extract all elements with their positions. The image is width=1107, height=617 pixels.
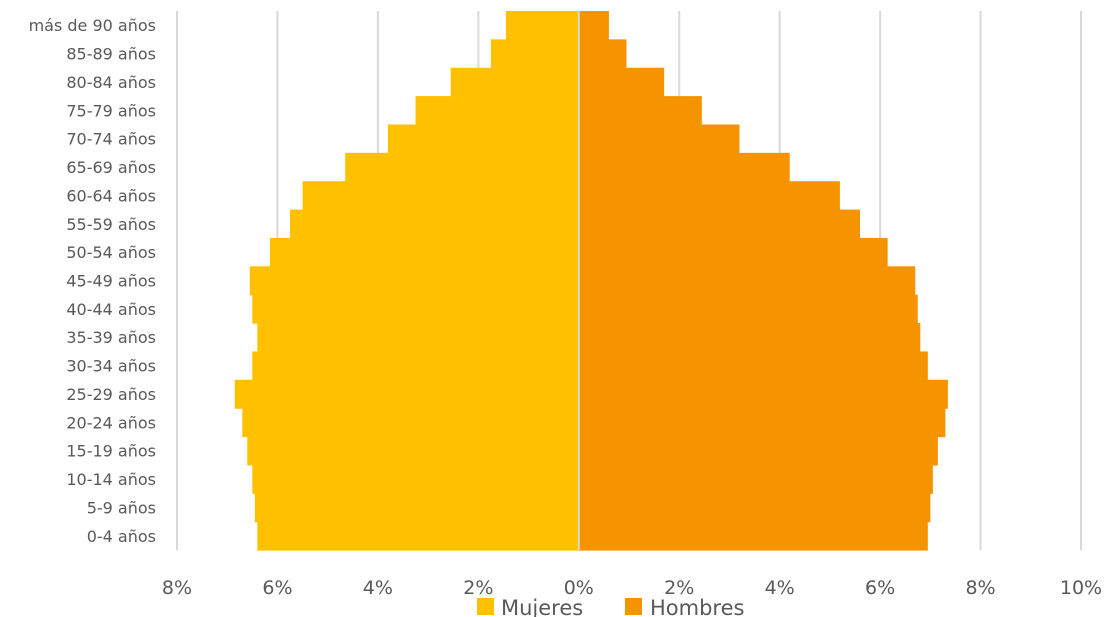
bar-hombres xyxy=(578,39,627,69)
x-tick-label: 8% xyxy=(965,577,995,599)
x-tick-label: 4% xyxy=(765,577,795,599)
bar-mujeres xyxy=(345,152,579,182)
bar-hombres xyxy=(578,96,702,126)
y-tick-label: 65-69 años xyxy=(66,158,156,177)
bar-mujeres xyxy=(257,323,579,353)
x-tick-label: 8% xyxy=(162,577,192,599)
bar-hombres xyxy=(578,351,928,381)
y-tick-label: 30-34 años xyxy=(66,357,156,376)
y-tick-label: 40-44 años xyxy=(66,300,156,319)
bar-mujeres xyxy=(505,11,579,40)
bar-hombres xyxy=(578,152,790,182)
bar-hombres xyxy=(578,67,665,97)
bar-mujeres xyxy=(269,237,579,267)
y-tick-label: más de 90 años xyxy=(29,16,156,35)
legend-swatch-mujeres xyxy=(477,598,494,615)
bar-hombres xyxy=(578,209,861,239)
bar-mujeres xyxy=(249,266,579,296)
bar-mujeres xyxy=(415,96,579,126)
y-tick-label: 0-4 años xyxy=(87,527,156,546)
y-tick-label: 35-39 años xyxy=(66,328,156,347)
y-tick-label: 15-19 años xyxy=(66,442,156,461)
y-axis-labels: 0-4 años 5-9 años 10-14 años 15-19 años 20-2… xyxy=(29,16,156,546)
legend-label-hombres: Hombres xyxy=(650,596,744,617)
bar-mujeres xyxy=(247,436,579,466)
bar-mujeres xyxy=(290,209,579,239)
bar-hombres xyxy=(578,237,888,267)
bar-mujeres xyxy=(252,464,579,494)
legend-label-mujeres: Mujeres xyxy=(501,596,583,617)
bar-mujeres xyxy=(302,181,579,211)
bar-mujeres xyxy=(490,39,579,69)
bar-hombres xyxy=(578,266,916,296)
bar-mujeres xyxy=(450,67,579,97)
y-tick-label: 45-49 años xyxy=(66,272,156,291)
x-tick-label: 6% xyxy=(865,577,895,599)
x-tick-label: 0% xyxy=(564,577,594,599)
bar-mujeres xyxy=(387,124,579,154)
y-tick-label: 20-24 años xyxy=(66,413,156,432)
y-tick-label: 5-9 años xyxy=(87,498,156,517)
x-tick-label: 6% xyxy=(262,577,292,599)
bars xyxy=(234,11,948,551)
bar-mujeres xyxy=(257,521,579,551)
bar-hombres xyxy=(578,436,938,466)
bar-hombres xyxy=(578,181,840,211)
x-tick-label: 2% xyxy=(463,577,493,599)
y-tick-label: 25-29 años xyxy=(66,385,156,404)
x-tick-label: 10% xyxy=(1060,577,1102,599)
y-tick-label: 55-59 años xyxy=(66,215,156,234)
x-axis-labels: 8% 6% 4% 2% 0% 2% 4% 6% 8% 10% xyxy=(162,577,1102,599)
bar-hombres xyxy=(578,124,740,154)
x-tick-label: 2% xyxy=(664,577,694,599)
bar-mujeres xyxy=(252,351,579,381)
bar-hombres xyxy=(578,294,918,324)
y-tick-label: 85-89 años xyxy=(66,45,156,64)
bar-mujeres xyxy=(234,379,579,409)
bar-mujeres xyxy=(254,493,579,523)
x-tick-label: 4% xyxy=(363,577,393,599)
bar-hombres xyxy=(578,408,946,438)
bar-hombres xyxy=(578,464,933,494)
bar-hombres xyxy=(578,379,948,409)
legend-swatch-hombres xyxy=(625,598,642,615)
y-tick-label: 10-14 años xyxy=(66,470,156,489)
bar-mujeres xyxy=(252,294,579,324)
bar-hombres xyxy=(578,493,931,523)
bar-hombres xyxy=(578,521,928,551)
y-tick-label: 75-79 años xyxy=(66,101,156,120)
y-tick-label: 60-64 años xyxy=(66,186,156,205)
legend: Mujeres Hombres xyxy=(477,596,744,617)
y-tick-label: 50-54 años xyxy=(66,243,156,262)
bar-hombres xyxy=(578,11,609,40)
y-tick-label: 80-84 años xyxy=(66,73,156,92)
bar-mujeres xyxy=(242,408,579,438)
bar-hombres xyxy=(578,323,921,353)
y-tick-label: 70-74 años xyxy=(66,130,156,149)
